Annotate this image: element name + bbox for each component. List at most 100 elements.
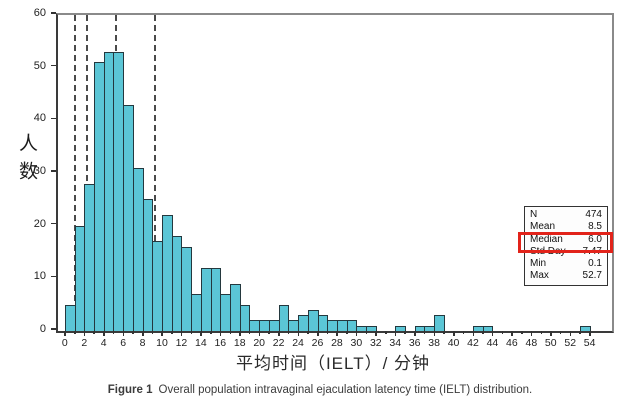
x-tick-label: 52 bbox=[564, 337, 577, 349]
x-minor-tick bbox=[93, 331, 95, 334]
x-major-tick bbox=[550, 331, 552, 336]
x-minor-tick bbox=[385, 331, 387, 334]
x-minor-tick bbox=[248, 331, 251, 334]
caption-prefix: Figure 1 bbox=[107, 384, 153, 396]
x-major-tick bbox=[589, 331, 591, 336]
x-minor-tick bbox=[171, 331, 173, 334]
stats-label: Min bbox=[530, 258, 547, 270]
x-major-tick bbox=[317, 331, 319, 336]
plot-area bbox=[56, 13, 614, 333]
x-tick-label: 34 bbox=[389, 337, 402, 349]
stats-row-mean: Mean 8.5 bbox=[525, 221, 607, 233]
x-minor-tick bbox=[112, 331, 115, 334]
stats-value: 8.5 bbox=[588, 221, 602, 233]
x-major-tick bbox=[453, 331, 455, 336]
x-major-tick bbox=[200, 331, 202, 336]
x-tick-label: 50 bbox=[544, 337, 557, 349]
x-major-tick bbox=[336, 331, 338, 336]
reference-dashed-line bbox=[74, 15, 76, 331]
x-minor-tick bbox=[287, 331, 290, 334]
x-tick-label: 40 bbox=[447, 337, 460, 349]
stats-label: N bbox=[530, 209, 538, 220]
x-major-tick bbox=[530, 331, 533, 336]
stats-label: Mean bbox=[530, 221, 556, 233]
x-major-tick bbox=[122, 331, 125, 336]
stats-value: 52.7 bbox=[582, 270, 602, 282]
stats-row-max: Max 52.7 bbox=[525, 270, 607, 282]
x-minor-tick bbox=[423, 331, 426, 334]
y-tick bbox=[51, 170, 56, 172]
figure-caption: Figure 1 Overall population intravaginal … bbox=[0, 384, 640, 396]
x-tick-label: 42 bbox=[467, 337, 479, 349]
x-tick-label: 16 bbox=[214, 337, 227, 349]
reference-dashed-line bbox=[86, 15, 89, 331]
histogram-bar bbox=[434, 315, 445, 331]
x-minor-tick bbox=[210, 331, 212, 334]
y-tick-label: 60 bbox=[33, 7, 46, 19]
x-minor-tick bbox=[326, 331, 329, 334]
y-tick bbox=[51, 117, 56, 120]
x-minor-tick bbox=[462, 331, 465, 334]
x-major-tick bbox=[511, 331, 513, 336]
x-tick-label: 22 bbox=[272, 337, 285, 349]
x-minor-tick bbox=[151, 331, 154, 334]
x-tick-label: 8 bbox=[139, 337, 146, 349]
x-tick-label: 14 bbox=[195, 337, 207, 349]
stats-value: 474 bbox=[585, 209, 602, 220]
x-minor-tick bbox=[307, 331, 309, 334]
x-tick-label: 20 bbox=[253, 337, 266, 349]
x-axis-title: 平均时间（IELT）/ 分钟 bbox=[235, 354, 431, 373]
stats-label: Median bbox=[530, 233, 563, 245]
stats-row-median: Median 6.0 bbox=[525, 234, 607, 246]
x-major-tick bbox=[239, 331, 241, 336]
x-tick-label: 6 bbox=[120, 337, 127, 349]
y-tick bbox=[51, 12, 56, 14]
x-axis: 0 2 4 6 8 10 12 14 16 18 20 22 24 26 28 30 32 34 36 38 40 42 4… bbox=[58, 331, 612, 353]
x-tick-label: 38 bbox=[428, 337, 440, 349]
x-major-tick bbox=[375, 331, 377, 336]
x-tick-label: 46 bbox=[506, 337, 518, 349]
x-major-tick bbox=[491, 331, 494, 336]
stats-value: 0.1 bbox=[588, 258, 602, 270]
x-major-tick bbox=[161, 331, 163, 336]
y-tick-label: 50 bbox=[33, 59, 46, 72]
x-minor-tick bbox=[132, 331, 134, 334]
x-minor-tick bbox=[501, 331, 504, 334]
x-minor-tick bbox=[521, 331, 523, 334]
x-minor-tick bbox=[482, 331, 484, 334]
y-tick-label: 20 bbox=[33, 217, 46, 230]
x-tick-label: 4 bbox=[100, 337, 107, 349]
x-minor-tick bbox=[346, 331, 348, 334]
caption-text: Overall population intravaginal ejaculat… bbox=[158, 384, 533, 396]
histogram-bar bbox=[366, 325, 377, 331]
histogram-bar bbox=[239, 304, 251, 331]
x-tick-label: 2 bbox=[81, 337, 88, 349]
x-minor-tick bbox=[229, 331, 232, 334]
x-major-tick bbox=[433, 331, 436, 336]
histogram-bar bbox=[482, 325, 494, 331]
x-tick-label: 36 bbox=[408, 337, 421, 349]
y-axis: 0 10 20 30 40 50 60 bbox=[0, 7, 56, 335]
x-major-tick bbox=[142, 331, 144, 336]
x-tick-label: 44 bbox=[486, 337, 499, 349]
x-tick-label: 54 bbox=[583, 337, 596, 349]
x-tick-label: 28 bbox=[331, 337, 343, 349]
stats-value: 6.0 bbox=[588, 233, 602, 245]
x-major-tick bbox=[472, 331, 474, 336]
y-tick-label: 30 bbox=[33, 165, 46, 177]
x-major-tick bbox=[278, 331, 280, 336]
x-major-tick bbox=[355, 331, 358, 336]
stats-label: Max bbox=[530, 270, 549, 282]
y-axis-title: 人数 bbox=[16, 133, 37, 189]
x-tick-label: 12 bbox=[175, 337, 188, 349]
x-major-tick bbox=[258, 331, 261, 336]
x-minor-tick bbox=[559, 331, 562, 334]
x-tick-label: 24 bbox=[292, 337, 304, 349]
x-tick-label: 18 bbox=[233, 337, 246, 349]
stats-row-min: Min 0.1 bbox=[525, 258, 607, 270]
x-minor-tick bbox=[443, 331, 445, 334]
y-tick bbox=[51, 328, 56, 330]
y-tick-label: 0 bbox=[39, 323, 46, 335]
x-minor-tick bbox=[404, 331, 406, 334]
